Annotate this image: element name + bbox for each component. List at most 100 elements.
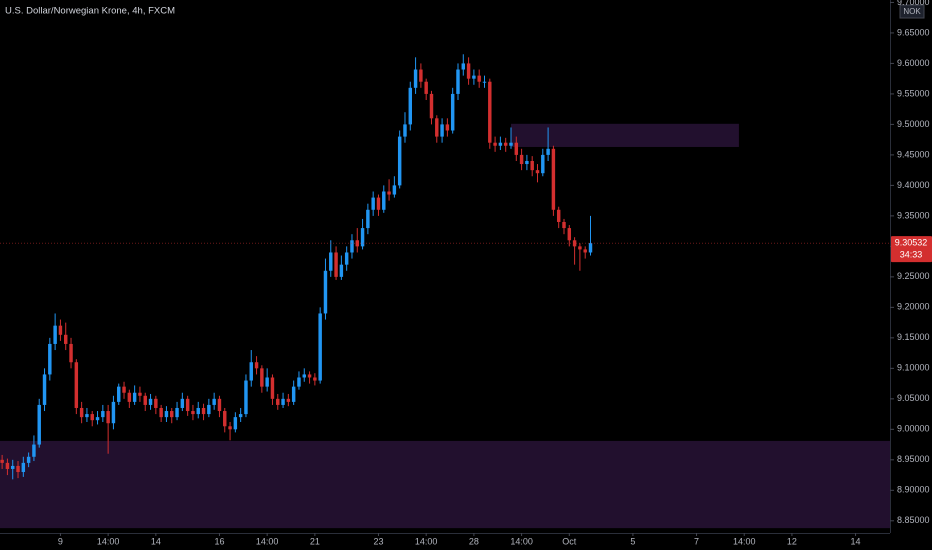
candle-body (143, 395, 147, 405)
x-tick-label: 7 (694, 536, 699, 546)
candle-body (530, 160, 534, 171)
candle-body (519, 154, 524, 165)
candle-body (488, 81, 492, 143)
candle-body (382, 191, 386, 210)
candle-body (74, 362, 79, 408)
candle-body (79, 407, 84, 418)
candle-body (64, 334, 68, 344)
y-tick-label: 9.20000 (897, 302, 930, 312)
x-tick-label: 16 (214, 536, 224, 546)
candle-body (201, 407, 206, 415)
candle-body (32, 444, 36, 457)
candle-body (111, 401, 116, 424)
candle-body (445, 124, 450, 131)
candle-body (572, 240, 577, 247)
candle-body (541, 154, 545, 174)
candle-body (302, 374, 306, 378)
candle-body (175, 407, 179, 418)
candle-body (424, 81, 428, 94)
last-price-box (891, 236, 932, 263)
candle-body (238, 414, 243, 418)
candle-body (562, 221, 566, 229)
candle-body (21, 462, 26, 473)
candle-body (270, 377, 275, 399)
candle-body (334, 252, 338, 277)
candle-body (578, 246, 582, 250)
plot-area (0, 54, 890, 529)
y-tick-label: 9.05000 (897, 393, 930, 403)
candle-body (525, 160, 529, 165)
x-tick-label: 5 (630, 536, 635, 546)
candle-body (392, 185, 397, 195)
candle-body (48, 343, 52, 375)
candle-body (583, 249, 587, 253)
candle-body (95, 417, 100, 421)
candle-body (58, 325, 63, 335)
candle-body (461, 63, 466, 70)
y-tick-label: 9.65000 (897, 27, 930, 37)
candle-body (138, 392, 142, 396)
candle-body (122, 386, 126, 393)
x-tick-label: 14 (151, 536, 161, 546)
zone (0, 440, 890, 529)
candle-body (191, 411, 195, 415)
candle-body (472, 75, 476, 79)
candle-body (26, 456, 31, 463)
candle-body (127, 392, 132, 402)
y-tick-label: 9.15000 (897, 332, 930, 342)
candle-body (170, 411, 174, 418)
candle-body (509, 142, 513, 146)
candle-body (318, 313, 322, 381)
x-tick-label: 14:00 (510, 536, 533, 546)
candle-body (228, 426, 232, 430)
x-tick-label: 14:00 (97, 536, 120, 546)
candle-body (329, 252, 333, 271)
y-tick-label: 9.55000 (897, 88, 930, 98)
candle-body (360, 228, 365, 247)
candle-body (408, 87, 413, 125)
candle-body (85, 414, 89, 418)
y-tick-label: 9.70000 (897, 0, 930, 7)
candle-body (556, 209, 561, 222)
candle-body (514, 142, 519, 155)
candle-body (493, 142, 497, 146)
candle-body (435, 118, 439, 137)
candle-body (429, 93, 434, 119)
candle-body (297, 377, 301, 387)
candle-body (440, 124, 444, 137)
candle-body (0, 459, 4, 463)
candle-body (419, 69, 423, 82)
candle-body (180, 398, 185, 408)
candle-body (254, 362, 259, 369)
candle-body (567, 228, 572, 241)
candle-body (249, 362, 253, 381)
candle-body (482, 81, 487, 83)
chart-title: U.S. Dollar/Norwegian Krone, 4h, FXCM (5, 6, 175, 17)
y-tick-label: 9.00000 (897, 424, 930, 434)
x-tick-label: 23 (373, 536, 383, 546)
candle-body (223, 411, 227, 427)
candle-body (164, 411, 169, 418)
candle-body (217, 398, 222, 412)
zone (510, 123, 739, 147)
currency-box (899, 4, 925, 19)
candle-body (281, 398, 285, 405)
y-tick-label: 8.85000 (897, 515, 930, 525)
x-tick-label: 12 (787, 536, 797, 546)
candle-body (53, 325, 57, 344)
candle-body (387, 191, 391, 195)
candle-body (350, 240, 354, 253)
candle-body (117, 386, 121, 402)
x-tick-label: Oct (562, 536, 577, 546)
candle-body (588, 243, 593, 253)
y-tick-label: 9.10000 (897, 363, 930, 373)
candle-body (403, 124, 407, 137)
candle-body (90, 414, 94, 421)
y-tick-label: 9.50000 (897, 119, 930, 129)
x-tick-label: 21 (310, 536, 320, 546)
candle-body (212, 398, 216, 405)
candle-body (159, 407, 163, 418)
candle-body (10, 465, 15, 469)
candle-body (101, 411, 105, 418)
last-price-label: 9.30532 (895, 238, 928, 248)
